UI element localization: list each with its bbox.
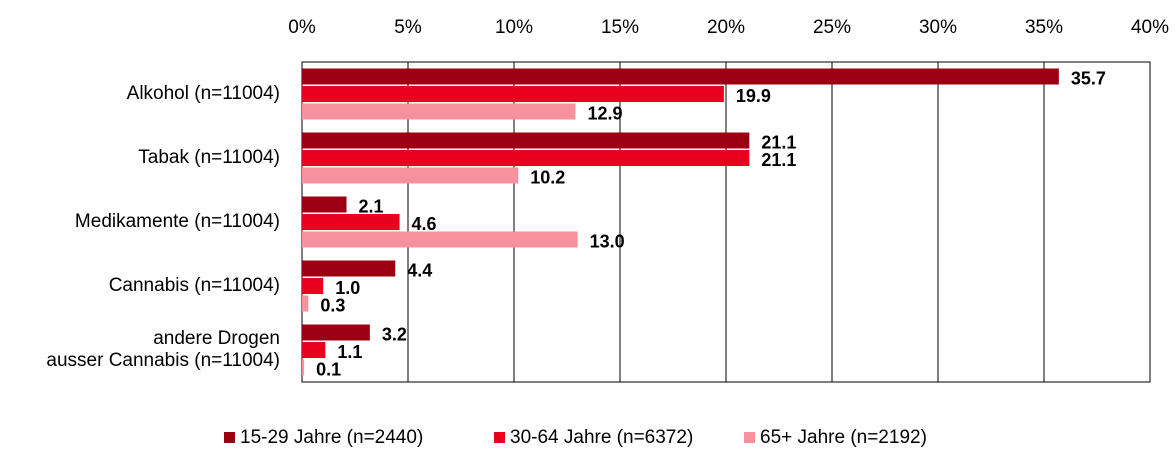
value-label: 2.1 bbox=[359, 196, 384, 216]
legend-label: 65+ Jahre (n=2192) bbox=[760, 427, 927, 448]
bar bbox=[302, 260, 396, 277]
x-tick-label: 15% bbox=[601, 17, 639, 38]
value-label: 19.9 bbox=[736, 86, 771, 106]
bar bbox=[302, 196, 347, 213]
bar bbox=[302, 324, 370, 341]
category-label: Cannabis (n=11004) bbox=[108, 275, 280, 296]
legend-label: 30-64 Jahre (n=6372) bbox=[510, 427, 693, 448]
x-tick-label: 20% bbox=[707, 17, 745, 38]
x-tick-label: 30% bbox=[919, 17, 957, 38]
value-label: 4.4 bbox=[407, 260, 432, 280]
value-label: 1.1 bbox=[337, 342, 362, 362]
bar bbox=[302, 359, 305, 376]
category-label: Alkohol (n=11004) bbox=[126, 83, 280, 104]
value-label: 12.9 bbox=[587, 103, 622, 123]
legend-swatch bbox=[494, 432, 505, 443]
bar bbox=[302, 132, 750, 149]
bar bbox=[302, 342, 326, 358]
bar bbox=[302, 214, 400, 230]
value-label: 21.1 bbox=[761, 132, 796, 152]
value-label: 10.2 bbox=[530, 167, 565, 187]
value-label: 4.6 bbox=[412, 214, 437, 234]
bar bbox=[302, 295, 309, 312]
x-tick-label: 10% bbox=[495, 17, 533, 38]
value-label: 0.1 bbox=[316, 359, 341, 379]
x-tick-label: 0% bbox=[288, 17, 316, 38]
category-label: andere Drogen ausser Cannabis (n=11004) bbox=[46, 328, 280, 371]
legend-swatch bbox=[744, 432, 755, 443]
value-label: 13.0 bbox=[590, 231, 625, 251]
legend-swatch bbox=[224, 432, 235, 443]
category-label: Medikamente (n=11004) bbox=[74, 211, 280, 232]
bar bbox=[302, 278, 324, 294]
bar bbox=[302, 231, 578, 248]
x-tick-label: 40% bbox=[1131, 17, 1169, 38]
legend-label: 15-29 Jahre (n=2440) bbox=[240, 427, 423, 448]
x-tick-label: 5% bbox=[394, 17, 422, 38]
x-tick-label: 25% bbox=[813, 17, 851, 38]
value-label: 0.3 bbox=[320, 295, 345, 315]
bar bbox=[302, 68, 1059, 85]
bar bbox=[302, 103, 576, 120]
bar bbox=[302, 167, 519, 184]
value-label: 35.7 bbox=[1071, 68, 1106, 88]
category-label: Tabak (n=11004) bbox=[138, 147, 280, 168]
bar bbox=[302, 86, 724, 102]
bar bbox=[302, 150, 750, 166]
value-label: 3.2 bbox=[382, 324, 407, 344]
x-tick-label: 35% bbox=[1025, 17, 1063, 38]
value-label: 1.0 bbox=[335, 278, 360, 298]
value-label: 21.1 bbox=[761, 150, 796, 170]
